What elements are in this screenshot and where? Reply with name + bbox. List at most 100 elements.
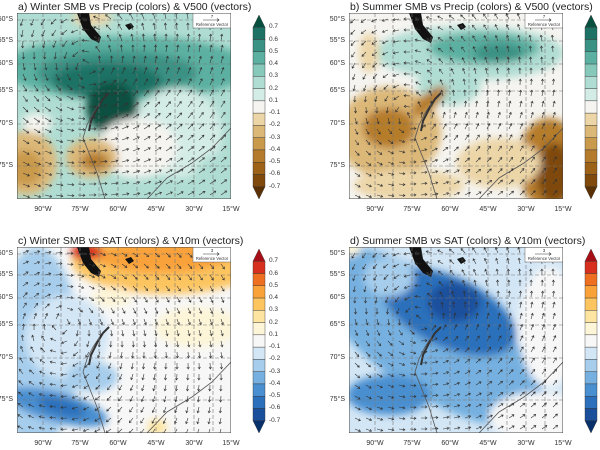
lon-label: 45°W: [147, 440, 165, 447]
lat-label: 55°S: [0, 271, 13, 278]
lat-label: 65°S: [0, 321, 13, 328]
colorbar-triangle-top: [584, 248, 598, 262]
colorbar-label: 0.5: [269, 47, 279, 55]
colorbar-bin: [584, 125, 598, 138]
colorbar-bin: [584, 359, 598, 372]
antarctic-peninsula: [88, 326, 110, 366]
colorbar-bin: [584, 395, 598, 409]
colorbar-label: 0.2: [269, 318, 279, 326]
lat-label: 60°S: [0, 60, 13, 67]
colorbar: [252, 14, 266, 200]
correlation-contour: [411, 85, 447, 117]
colorbar-label: -0.1: [269, 109, 281, 117]
colorbar-bin: [584, 149, 598, 163]
lon-label: 90°W: [34, 206, 52, 213]
colorbar-bin: [252, 334, 266, 348]
lon-label: 30°W: [185, 206, 203, 213]
lon-label: 75°W: [403, 440, 421, 447]
colorbar-label: 0.1: [269, 330, 279, 338]
colorbar-label: -0.6: [269, 404, 281, 412]
colorbar-label: -0.2: [269, 355, 281, 363]
lon-label: 90°W: [366, 440, 384, 447]
correlation-field: [349, 247, 563, 433]
correlation-contour: [364, 257, 414, 297]
panel-title: a) Winter SMB vs Precip (colors) & V500 …: [18, 1, 252, 13]
map-c: 3 Reference Vector: [17, 247, 231, 433]
lon-label: 75°W: [71, 206, 89, 213]
panel-b: b) Summer SMB vs Precip (colors) & V500 …: [0, 0, 598, 225]
falklands-land: [125, 257, 134, 264]
south-america-land: [77, 13, 101, 43]
lat-label: 65°S: [329, 87, 345, 94]
reference-vector-value: 3: [543, 248, 546, 253]
colorbar-label: -0.4: [269, 145, 281, 153]
lon-label: 15°W: [554, 206, 572, 213]
colorbar-label: 0.5: [269, 281, 279, 289]
lat-label: 70°S: [329, 120, 345, 127]
correlation-contour: [457, 138, 541, 188]
wind-vectors: [17, 250, 226, 433]
panel-a: a) Winter SMB vs Precip (colors) & V500 …: [0, 0, 300, 225]
colorbar-bin: [584, 27, 598, 40]
reference-vector-label: Reference Vector: [196, 256, 229, 261]
lat-label: 75°S: [329, 396, 345, 403]
lon-label: 75°W: [71, 440, 89, 447]
colorbar-bin: [584, 310, 598, 323]
reference-arrow-icon: [203, 252, 220, 256]
map-b: 7 Reference Vector: [349, 13, 563, 199]
colorbar-bin: [584, 273, 598, 286]
panel-title: b) Summer SMB vs Precip (colors) & V500 …: [350, 1, 593, 13]
colorbar-bin: [252, 297, 266, 311]
reference-vector-value: 3: [211, 248, 214, 253]
colorbar-bin: [584, 137, 598, 151]
lat-label: 50°S: [329, 250, 345, 257]
correlation-contour: [155, 307, 231, 347]
lat-label: 50°S: [0, 16, 13, 23]
colorbar-bin: [252, 285, 266, 299]
lon-label: 90°W: [34, 440, 52, 447]
colorbar-bin: [584, 408, 598, 421]
colorbar-label: 0.3: [269, 72, 279, 80]
lon-label: 30°W: [517, 206, 535, 213]
colorbar-label: 0.7: [269, 257, 279, 265]
colorbar-triangle-top: [252, 248, 266, 262]
colorbar-label: 0.4: [269, 60, 279, 68]
colorbar-bin: [584, 39, 598, 52]
antarctic-peninsula: [420, 92, 442, 132]
lon-label: 15°W: [222, 440, 240, 447]
colorbar-bin: [584, 100, 598, 114]
colorbar-triangle-bottom: [252, 186, 266, 200]
colorbar-bin: [584, 51, 598, 65]
lat-label: 70°S: [0, 354, 13, 361]
correlation-contour: [17, 150, 43, 186]
colorbar-triangle-bottom: [252, 420, 266, 434]
reference-vector-value: 7: [211, 14, 214, 19]
colorbar-bin: [252, 261, 266, 274]
colorbar: [584, 248, 598, 434]
lat-label: 55°S: [329, 37, 345, 44]
graticule: [349, 247, 563, 433]
graticule: [17, 247, 231, 433]
lon-label: 15°W: [222, 206, 240, 213]
antarctic-peninsula: [420, 326, 442, 366]
colorbar-label: -0.5: [269, 158, 281, 166]
lon-label: 45°W: [479, 440, 497, 447]
colorbar-label: -0.1: [269, 343, 281, 351]
lat-label: 70°S: [329, 354, 345, 361]
colorbar-bin: [584, 383, 598, 397]
colorbar-triangle-top: [584, 14, 598, 28]
reference-vector-box: 7 Reference Vector: [524, 13, 563, 29]
colorbar-label: 0.7: [269, 23, 279, 31]
south-america-land: [409, 247, 433, 277]
colorbar-label: -0.7: [269, 182, 281, 190]
lon-label: 45°W: [147, 206, 165, 213]
colorbar-bin: [252, 346, 266, 360]
colorbar-bin: [252, 322, 266, 336]
colorbar-label: -0.2: [269, 121, 281, 129]
colorbar-label: -0.3: [269, 367, 281, 375]
lon-label: 60°W: [109, 206, 127, 213]
correlation-contour: [519, 267, 563, 387]
lat-label: 60°S: [329, 294, 345, 301]
correlation-contour: [354, 169, 464, 199]
lat-label: 75°S: [329, 162, 345, 169]
